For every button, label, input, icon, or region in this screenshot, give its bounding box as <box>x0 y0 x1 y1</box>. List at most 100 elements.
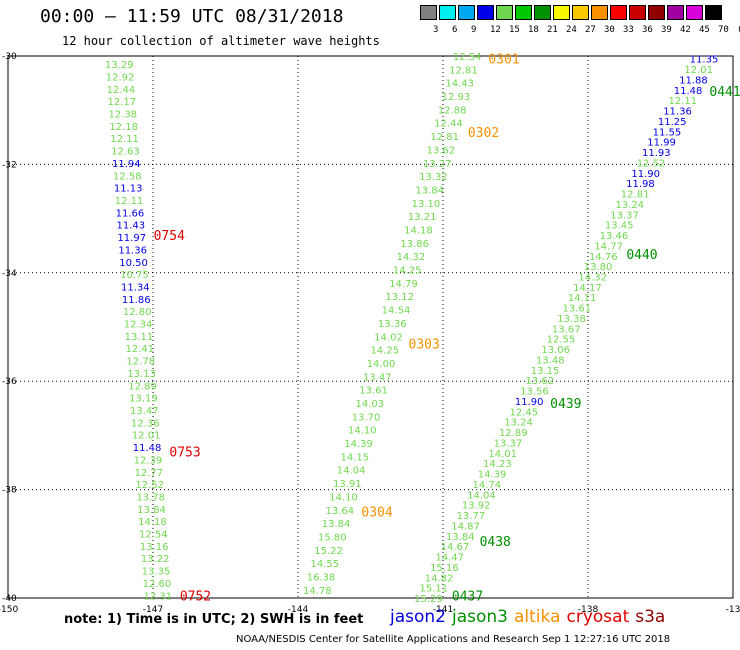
swh-value: 13.64 <box>325 506 354 517</box>
scale-label: 33 <box>623 25 634 35</box>
y-tick-label: -32 <box>2 160 17 170</box>
swh-value: 12.77 <box>135 468 164 479</box>
swh-value: 12.92 <box>106 72 135 83</box>
swh-value: 11.55 <box>653 127 682 138</box>
swh-value: 13.27 <box>423 159 452 170</box>
scale-swatch <box>610 5 627 20</box>
swh-value: 14.18 <box>138 517 167 528</box>
swh-value: 13.70 <box>352 412 381 423</box>
swh-value: 12.45 <box>510 407 539 418</box>
scale-swatch <box>477 5 494 20</box>
swh-value: 13.62 <box>525 376 554 387</box>
swh-value: 11.99 <box>647 138 676 149</box>
y-tick-label: -40 <box>2 594 17 604</box>
swh-value: 13.86 <box>400 239 429 250</box>
scale-label: 21 <box>547 25 558 35</box>
footer-credit: NOAA/NESDIS Center for Satellite Applica… <box>236 634 671 645</box>
pass-label: 0754 <box>154 229 185 244</box>
satellite-legend: jason2 jason3 altika cryosat s3a <box>390 607 671 627</box>
swh-value: 13.78 <box>136 492 165 503</box>
swh-value: 13.16 <box>140 542 169 553</box>
swh-value: 12.44 <box>107 85 136 96</box>
swh-value: 14.25 <box>370 346 399 357</box>
swh-value: 15.22 <box>314 546 343 557</box>
swh-value: 13.11 <box>125 332 154 343</box>
swh-value: 14.23 <box>483 459 512 470</box>
y-tick-label: -30 <box>2 52 17 62</box>
swh-value: 14.77 <box>594 241 623 252</box>
swh-value: 11.43 <box>117 221 146 232</box>
swh-value: 14.15 <box>340 452 369 463</box>
plot-frame <box>7 55 734 599</box>
swh-value: 12.36 <box>131 418 160 429</box>
swh-value: 12.54 <box>139 530 168 541</box>
swh-value: 14.39 <box>344 439 373 450</box>
swh-value: 14.10 <box>348 426 377 437</box>
swh-value: 12.81 <box>449 65 478 76</box>
scale-label: 24 <box>566 25 577 35</box>
swh-value: 11.66 <box>116 208 145 219</box>
pass-label: 0437 <box>452 589 483 604</box>
scale-label: 3 <box>433 25 439 35</box>
swh-value: 14.11 <box>568 293 597 304</box>
swh-value: 13.32 <box>419 172 448 183</box>
swh-value: 13.06 <box>541 345 570 356</box>
scale-label: 9 <box>471 25 477 35</box>
swh-value: 12.89 <box>128 381 157 392</box>
swh-value: 12.39 <box>134 455 163 466</box>
pass-label: 0304 <box>361 505 392 520</box>
swh-value: 12.88 <box>438 105 467 116</box>
swh-value: 11.13 <box>114 184 143 195</box>
swh-value: 16.38 <box>307 573 336 584</box>
swh-value: 12.78 <box>126 357 155 368</box>
swh-value: 14.67 <box>441 542 470 553</box>
swh-value: 11.90 <box>515 397 544 408</box>
swh-value: 14.47 <box>435 553 464 564</box>
legend-cryosat: cryosat <box>566 607 630 627</box>
footer-note: note: 1) Time is in UTC; 2) SWH is in fe… <box>64 612 364 627</box>
chart-title: 00:00 – 11:59 UTC 08/31/2018 <box>40 6 344 27</box>
swh-value: 14.03 <box>355 399 384 410</box>
swh-value: 14.04 <box>467 490 496 501</box>
swh-value: 12.11 <box>110 134 139 145</box>
swh-value: 14.10 <box>329 492 358 503</box>
pass-label: 0441 <box>709 85 740 100</box>
x-tick-label: -147 <box>143 605 163 615</box>
swh-value: 12.01 <box>132 431 161 442</box>
scale-swatch <box>629 5 646 20</box>
swh-value: 11.94 <box>112 159 141 170</box>
scale-swatch <box>667 5 684 20</box>
swh-value: 13.29 <box>105 60 134 71</box>
x-tick-label: -150 <box>0 605 18 615</box>
swh-value: 13.38 <box>557 314 586 325</box>
swh-value: 13.77 <box>457 511 486 522</box>
pass-label: 0440 <box>626 248 657 263</box>
swh-value: 14.32 <box>578 273 607 284</box>
swh-value: 15.29 <box>414 594 443 605</box>
scale-swatch <box>439 5 456 20</box>
swh-value: 13.84 <box>322 519 351 530</box>
scale-label: 45 <box>699 25 710 35</box>
swh-value: 12.55 <box>547 335 576 346</box>
swh-value: 10.75 <box>120 270 149 281</box>
swh-value: 12.34 <box>124 320 153 331</box>
swh-value: 15.11 <box>419 584 448 595</box>
scale-swatch <box>458 5 475 20</box>
swh-value: 11.88 <box>679 75 708 86</box>
swh-value: 14.01 <box>488 449 517 460</box>
scale-label: 30 <box>604 25 615 35</box>
scale-swatch <box>515 5 532 20</box>
legend-altika: altika <box>514 607 561 627</box>
swh-value: 12.81 <box>430 132 459 143</box>
swh-value: 14.55 <box>311 559 340 570</box>
swh-value: 15.80 <box>318 532 347 543</box>
swh-value: 12.89 <box>499 428 528 439</box>
swh-value: 11.34 <box>121 282 150 293</box>
swh-value: 14.43 <box>445 79 474 90</box>
chart-subtitle: 12 hour collection of altimeter wave hei… <box>62 34 380 48</box>
x-tick-label: -13 <box>726 605 740 615</box>
pass-label: 0752 <box>180 589 211 604</box>
swh-value: 12.38 <box>108 110 137 121</box>
swh-value: 12.17 <box>108 97 137 108</box>
